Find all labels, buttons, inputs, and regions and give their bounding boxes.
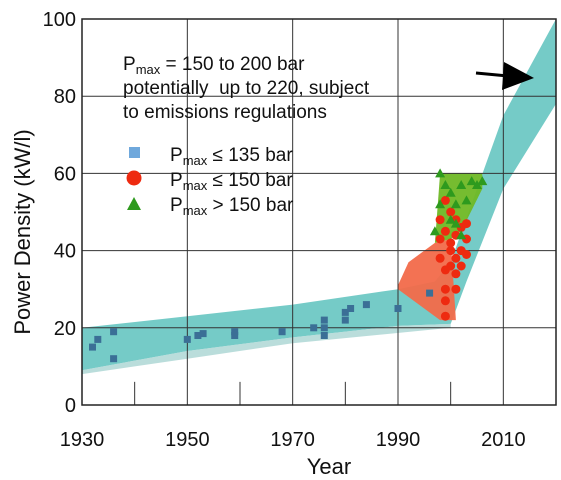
legend-marker-triangle [127,197,141,210]
data-point-circle-4 [440,226,450,236]
data-point-square-12 [320,324,328,332]
data-point-circle-17 [451,284,461,294]
annotation-line-1: Pmax = 150 to 200 bar [123,54,305,77]
data-point-triangle-8 [456,180,467,189]
data-point-triangle-12 [472,180,482,189]
x-tick-label-1930: 1930 [60,429,105,451]
data-point-square-16 [347,305,355,312]
data-point-circle-7 [440,296,450,306]
annotation-rest: = 150 to 200 bar [160,54,305,75]
data-point-square-2 [110,328,118,336]
x-axis-title: Year [307,454,351,479]
x-tick-label-2010: 2010 [481,429,526,451]
legend-marker-square [129,147,140,158]
data-point-triangle-9 [456,230,467,240]
legend-entry-2: Pmax ≤ 150 bar [170,170,293,193]
data-point-circle-20 [456,261,466,271]
data-point-triangle-6 [450,199,461,209]
x-tick-label-1970: 1970 [270,429,315,451]
tick-labels: 1930 1950 1970 1990 2010 0 20 40 60 80 100 [43,9,526,451]
y-tick-label-60: 60 [54,163,76,185]
data-point-square-10 [310,324,318,332]
data-point-square-5 [194,332,202,339]
data-point-square-1 [94,335,102,343]
y-axis-title: Power Density (kW/l) [10,129,35,334]
data-point-circle-0 [435,215,445,225]
y-tick-label-40: 40 [54,241,76,263]
data-point-circle-12 [446,261,456,271]
data-point-square-7 [231,328,239,336]
x-tick-label-1950: 1950 [165,429,210,451]
data-point-circle-15 [451,253,461,263]
data-point-triangle-13 [477,176,488,186]
annotation-line-3: to emissions regulations [123,102,327,123]
annotation-line-2: potentially up to 220, subject [123,78,370,99]
data-point-circle-16 [451,269,461,279]
data-point-triangle-10 [461,195,472,205]
data-point-triangle-2 [435,199,446,209]
data-point-square-19 [426,289,434,297]
data-point-square-11 [320,332,328,339]
data-point-triangle-0 [429,226,440,236]
data-point-square-0 [89,343,96,351]
y-tick-label-100: 100 [43,9,76,31]
data-points [89,168,488,363]
data-point-circle-8 [440,311,450,321]
data-point-square-8 [231,332,239,339]
legend-entry-3: Pmax > 150 bar [170,195,294,218]
data-point-triangle-11 [466,176,477,186]
data-point-circle-23 [462,250,471,259]
annotation-p-sub: max [136,62,161,77]
data-point-circle-2 [435,253,445,263]
legend-marker-circle [126,170,142,186]
data-point-circle-9 [446,207,456,217]
y-tick-label-80: 80 [54,86,76,108]
data-point-circle-10 [446,238,456,248]
y-tick-label-20: 20 [54,318,76,340]
data-point-square-15 [341,308,349,316]
data-point-square-3 [110,355,118,363]
plot-frame [81,18,557,406]
data-point-triangle-5 [445,214,456,224]
data-point-circle-6 [440,284,450,294]
y-tick-label-0: 0 [65,395,76,417]
data-point-square-14 [341,316,349,324]
data-point-circle-21 [462,219,471,229]
annotation: Pmax = 150 to 200 bar potentially up to … [123,54,534,123]
data-point-circle-3 [440,195,450,205]
legend: Pmax ≤ 135 bar Pmax ≤ 150 bar Pmax > 150… [126,145,294,218]
data-point-triangle-4 [445,187,456,197]
data-point-square-13 [320,316,328,324]
lower-band-area [82,323,451,375]
data-point-square-6 [199,330,207,338]
data-point-circle-11 [446,246,456,256]
data-point-square-17 [362,301,370,309]
annotation-p: P [123,54,136,75]
annotation-arrow [475,62,534,90]
x-tick-label-1990: 1990 [376,429,421,451]
data-point-square-4 [183,335,191,343]
data-point-triangle-7 [450,218,461,228]
data-point-triangle-3 [440,180,451,189]
legend-entry-1: Pmax ≤ 135 bar [170,145,293,168]
data-point-circle-1 [435,234,445,244]
data-point-square-18 [394,305,402,312]
data-point-triangle-1 [435,168,446,178]
data-point-square-9 [278,328,286,336]
